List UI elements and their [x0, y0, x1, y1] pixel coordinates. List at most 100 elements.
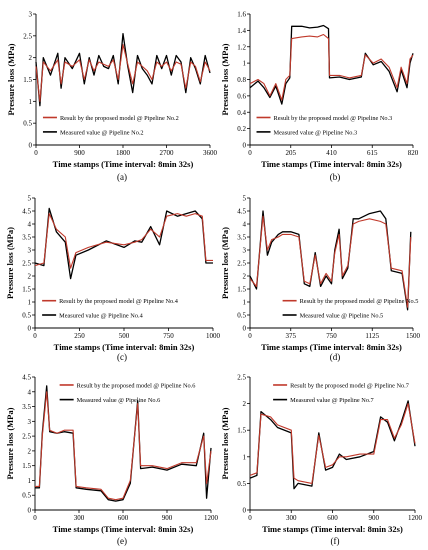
x-tick-label: 0: [248, 514, 252, 522]
x-tick-label: 1500: [406, 332, 421, 340]
y-tick-label: 4.5: [237, 208, 246, 216]
y-tick-label: 0: [28, 507, 32, 515]
x-axis-title: Time stamps (Time interval: 8min 32s): [262, 524, 403, 534]
y-tick-label: 1.5: [22, 286, 31, 294]
legend-label: Measured value @ Pipeline No.5: [300, 313, 384, 320]
y-tick-label: 2: [28, 273, 32, 281]
y-tick-label: 3: [28, 418, 32, 426]
x-axis-title: Time stamps (Time interval: 8min 32s): [54, 342, 195, 352]
chart-panel-4: 0 0.5 1 1.5 2 2.5 3 3.5 4 4.5 5 0 375 750 1125 1500 Resu…: [220, 195, 421, 363]
panel-label: (e): [117, 536, 127, 546]
x-axis-title: Time stamps (Time interval: 8min 32s): [53, 159, 194, 169]
y-tick-label: 3: [243, 247, 247, 255]
x-tick-label: 300: [74, 514, 85, 522]
y-axis-title: Pressure loss (MPa): [220, 43, 230, 115]
y-tick-label: 0: [28, 325, 32, 333]
x-tick-label: 900: [74, 149, 85, 157]
measured-series-line: [249, 210, 412, 311]
y-tick-label: 3: [28, 247, 32, 255]
y-tick-label: 0.5: [237, 312, 246, 320]
legend-label: Result by the proposed model @ Pipeline …: [59, 298, 179, 305]
y-tick-label: 3.5: [22, 234, 31, 242]
y-tick-label: 3.5: [237, 234, 246, 242]
x-axis-title: Time stamps (Time interval: 8min 32s): [261, 159, 402, 169]
y-tick-label: 2: [243, 400, 247, 408]
panel-label: (a): [117, 172, 127, 182]
y-tick-label: 2: [29, 54, 33, 62]
y-tick-label: 3: [29, 11, 33, 19]
x-tick-label: 1800: [116, 149, 131, 157]
y-tick-label: 0: [243, 507, 247, 515]
x-tick-label: 0: [34, 149, 38, 157]
x-tick-label: 0: [33, 332, 37, 340]
y-tick-label: 2: [243, 273, 247, 281]
x-tick-label: 0: [248, 149, 252, 157]
y-tick-label: 4: [243, 221, 247, 229]
y-tick-label: 0.8: [237, 76, 246, 84]
legend-label: Result by the proposed model @ Pipeline …: [274, 115, 393, 122]
x-tick-label: 1200: [204, 514, 219, 522]
chart-panel-1: 0 0.5 1 1.5 2 2.5 3 0 900 1800 2700 3600 Result by t…: [6, 11, 218, 183]
y-tick-label: 2.5: [22, 260, 31, 268]
y-axis-title: Pressure loss (MPa): [220, 227, 230, 299]
x-tick-label: 375: [286, 332, 297, 340]
x-tick-label: 1125: [365, 332, 379, 340]
y-tick-label: 2.5: [237, 374, 246, 382]
panel-label: (c): [117, 352, 127, 362]
measured-series-line: [34, 207, 213, 280]
y-tick-label: 2.5: [23, 32, 32, 40]
legend-label: Result by the proposed model @ Pipeline …: [300, 298, 419, 305]
x-tick-label: 600: [118, 514, 129, 522]
measured-series-line: [249, 400, 416, 490]
y-tick-label: 1.4: [237, 27, 246, 35]
y-tick-label: 3.5: [22, 403, 31, 411]
legend-label: Result by the proposed model @ Pipeline …: [60, 115, 179, 122]
legend-label: Measured value @ Pipeline No.3: [274, 129, 358, 136]
y-tick-label: 1: [28, 477, 32, 485]
model-series-line: [249, 403, 416, 484]
legend-label: Measured value @ Pipeline No.2: [60, 129, 144, 136]
y-tick-label: 5: [243, 195, 247, 203]
chart-panel-5: 0 0.5 1 1.5 2 2.5 3 3.5 4 4.5 0 300 600 900 1200 Result…: [5, 374, 219, 547]
y-tick-label: 1.6: [237, 11, 246, 19]
x-tick-label: 900: [369, 514, 380, 522]
y-tick-label: 0.4: [237, 109, 246, 117]
x-tick-label: 750: [163, 332, 174, 340]
x-tick-label: 1000: [206, 332, 221, 340]
y-tick-label: 0.5: [23, 120, 32, 128]
x-axis-title: Time stamps (Time interval: 8min 32s): [261, 342, 402, 352]
y-tick-label: 1: [243, 60, 247, 68]
panel-label: (b): [330, 172, 341, 182]
y-tick-label: 0.2: [237, 125, 246, 133]
y-axis-title: Pressure loss (MPa): [220, 407, 230, 479]
y-tick-label: 2: [28, 447, 32, 455]
model-series-line: [35, 44, 211, 102]
x-tick-label: 0: [33, 514, 37, 522]
chart-panel-6: 0 0.5 1 1.5 2 2.5 0 300 600 900 1200 Result by the …: [220, 374, 423, 547]
model-series-line: [35, 391, 212, 501]
x-tick-label: 500: [119, 332, 130, 340]
x-tick-label: 615: [367, 149, 378, 157]
y-tick-label: 1.5: [237, 427, 246, 435]
y-tick-label: 1.2: [237, 43, 246, 51]
y-tick-label: 1: [243, 453, 247, 461]
x-tick-label: 300: [286, 514, 297, 522]
x-tick-label: 250: [74, 332, 85, 340]
y-tick-label: 1.5: [22, 462, 31, 470]
y-tick-label: 0: [243, 325, 247, 333]
legend-label: Measured value @ Pipeline No.4: [59, 313, 143, 320]
y-tick-label: 0.6: [237, 92, 246, 100]
x-tick-label: 900: [162, 514, 173, 522]
x-tick-label: 0: [248, 332, 252, 340]
legend-label: Result by the proposed model @ Pipeline …: [77, 382, 196, 389]
x-tick-label: 600: [327, 514, 338, 522]
y-tick-label: 4.5: [22, 208, 31, 216]
y-tick-label: 1: [29, 98, 33, 106]
y-axis-title: Pressure loss (MPa): [6, 43, 16, 115]
y-axis-title: Pressure loss (MPa): [5, 227, 15, 299]
chart-panel-2: 0 0.2 0.4 0.6 0.8 1 1.2 1.4 1.6 0 205 410 615 820 Resu…: [220, 11, 419, 183]
panel-label: (f): [331, 536, 340, 546]
panel-label: (d): [330, 352, 341, 362]
